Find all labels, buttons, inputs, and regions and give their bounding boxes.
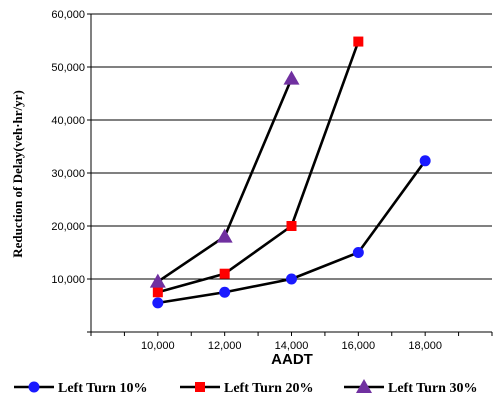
series-line [157, 41, 360, 294]
y-tick-label: 20,000 [51, 221, 85, 233]
y-axis-title: Reduction of Delay(veh·hr/yr) [10, 90, 25, 258]
data-point [419, 155, 431, 167]
data-point [219, 268, 230, 279]
legend-label: Left Turn 20% [224, 381, 313, 396]
legend-label: Left Turn 10% [58, 381, 147, 396]
y-tick-label: 60,000 [51, 9, 85, 21]
series-group [149, 36, 431, 309]
data-point [219, 286, 231, 298]
data-point [353, 36, 364, 47]
x-tick-label: 16,000 [342, 340, 376, 352]
data-point [149, 273, 166, 288]
series-line [157, 78, 293, 283]
legend-item: Left Turn 30% [344, 379, 477, 396]
series-2 [152, 36, 364, 298]
series-3 [149, 70, 300, 288]
legend-marker [356, 379, 372, 393]
legend-marker [28, 381, 40, 393]
data-point [352, 247, 364, 258]
legend: Left Turn 10% Left Turn 20% Left Turn 30% [14, 379, 477, 396]
x-tick-label: 18,000 [408, 340, 442, 352]
x-tick-label: 10,000 [141, 340, 175, 352]
data-point [152, 297, 164, 309]
x-axis-title: AADT [271, 351, 313, 368]
data-point [286, 221, 297, 231]
y-tick-label: 50,000 [51, 62, 85, 74]
series-1 [152, 155, 431, 309]
legend-marker [195, 382, 205, 392]
y-tick-label: 10,000 [51, 274, 85, 286]
tick-labels: 10,000 20,000 30,000 40,000 50,000 60,000 10,0… [51, 9, 442, 352]
data-point [152, 287, 163, 298]
grid [91, 13, 492, 280]
y-tick-label: 40,000 [51, 115, 85, 127]
data-point [216, 228, 233, 243]
legend-label: Left Turn 30% [388, 381, 477, 396]
y-tick-label: 30,000 [51, 168, 85, 180]
data-point [286, 273, 297, 285]
data-point [283, 70, 300, 85]
legend-item: Left Turn 20% [180, 381, 313, 396]
axes [87, 13, 493, 336]
legend-item: Left Turn 10% [14, 381, 147, 396]
x-tick-label: 12,000 [208, 340, 242, 352]
x-tick-label: 14,000 [275, 340, 309, 352]
